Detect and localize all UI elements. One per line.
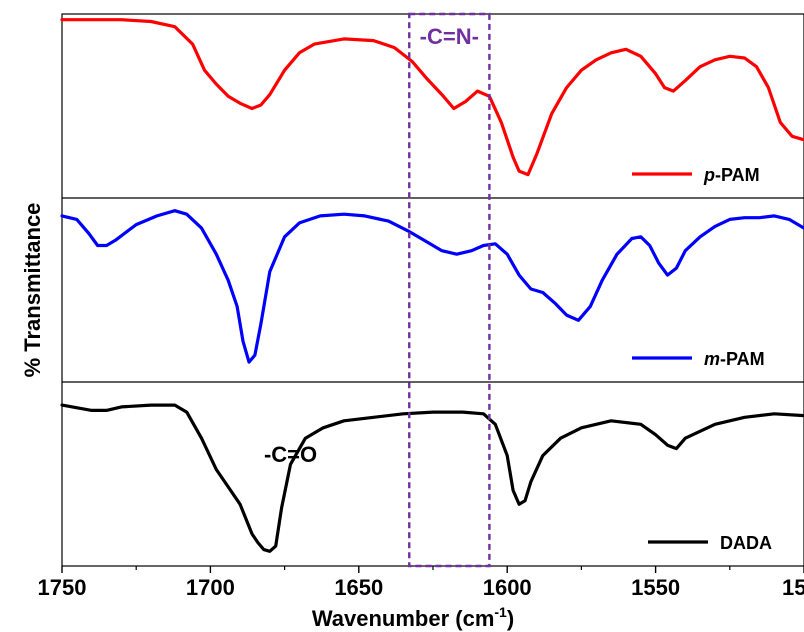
legend-label-text-1: -PAM [720,349,765,369]
legend-entry-0: p-PAM [632,165,760,185]
x-axis-label: Wavenumber (cm-1) [312,604,514,631]
series-line-1 [60,209,804,364]
x-axis-label-main: Wavenumber (cm [312,606,495,631]
annotation-label-0: -C=N- [420,24,479,49]
legend-entry-2: DADA [648,533,772,553]
legend-label-1: m-PAM [704,349,765,369]
annotation-label-1: -C=O [264,442,317,467]
x-tick-label-4: 1550 [631,575,680,600]
series-layer [60,18,804,553]
legend-label-italic-0: p [703,165,715,185]
legend-entry-1: m-PAM [632,349,765,369]
x-tick-label-2: 1650 [334,575,383,600]
plot-frame [61,13,804,567]
x-axis-label-superscript: -1 [494,604,507,620]
annotation-layer: -C=N- -C=O [264,12,491,568]
y-axis-label: % Transmittance [20,203,45,378]
legend-label-italic-1: m [704,349,720,369]
x-axis-label-close: ) [507,606,514,631]
x-tick-label-5: 15 [782,575,804,600]
legend-label-text-2: DADA [720,533,772,553]
legend-label-2: DADA [720,533,772,553]
plot-border [61,13,804,567]
x-axis: 1750 1700 1650 1600 1550 15 [38,566,804,600]
legend-label-text-0: -PAM [715,165,760,185]
annotation-box-0 [408,12,491,568]
legend-label-0: p-PAM [703,165,760,185]
x-tick-label-3: 1600 [483,575,532,600]
x-tick-label-1: 1700 [186,575,235,600]
x-tick-label-0: 1750 [38,575,87,600]
series-line-2 [60,403,804,553]
